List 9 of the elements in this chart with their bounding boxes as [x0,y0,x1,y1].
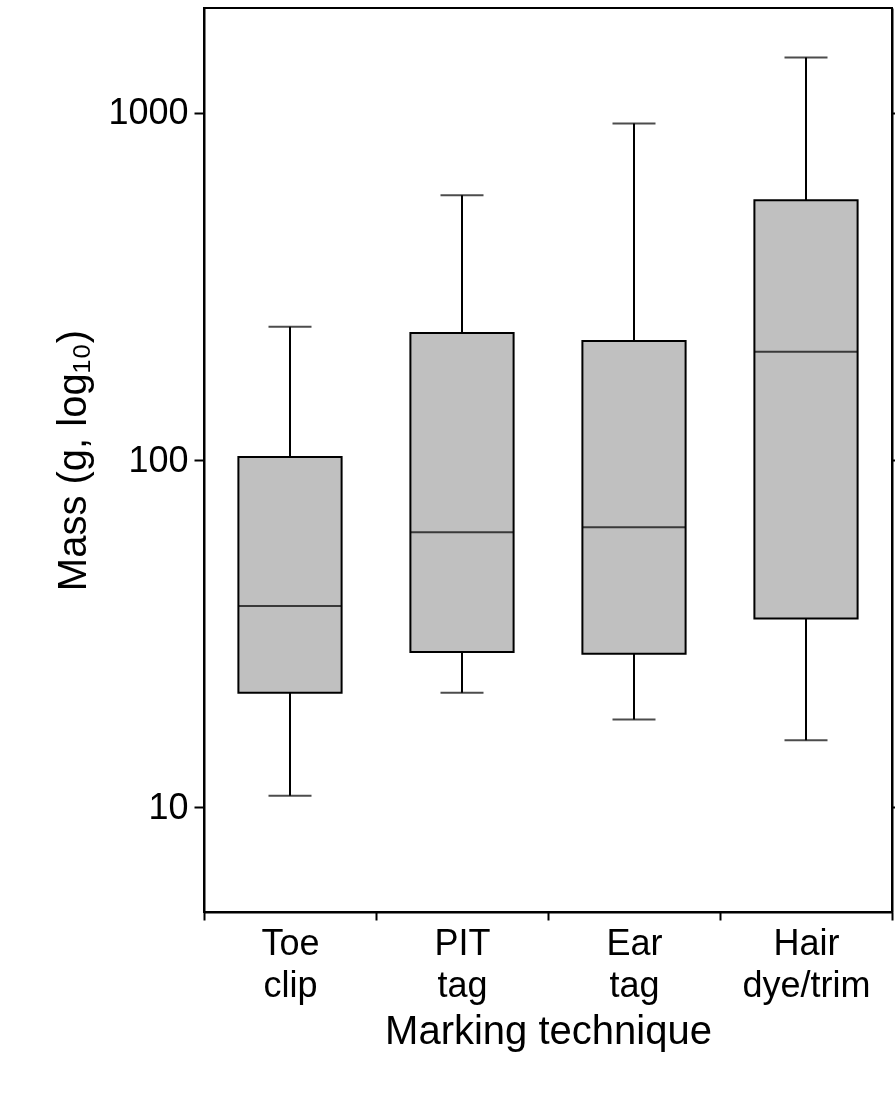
y-tick-label: 10 [148,785,189,827]
y-tick-label: 100 [128,438,189,480]
x-tick-label: PIT tag [434,921,491,1005]
y-tick-label: 1000 [108,91,189,133]
y-axis-title: Mass (g, log₁₀) [50,329,95,592]
x-tick-label: Ear tag [606,921,663,1005]
x-tick-label: Toe clip [261,921,320,1005]
x-axis-title: Marking technique [385,1007,712,1052]
x-tick-label: Hair dye/trim [742,921,871,1005]
